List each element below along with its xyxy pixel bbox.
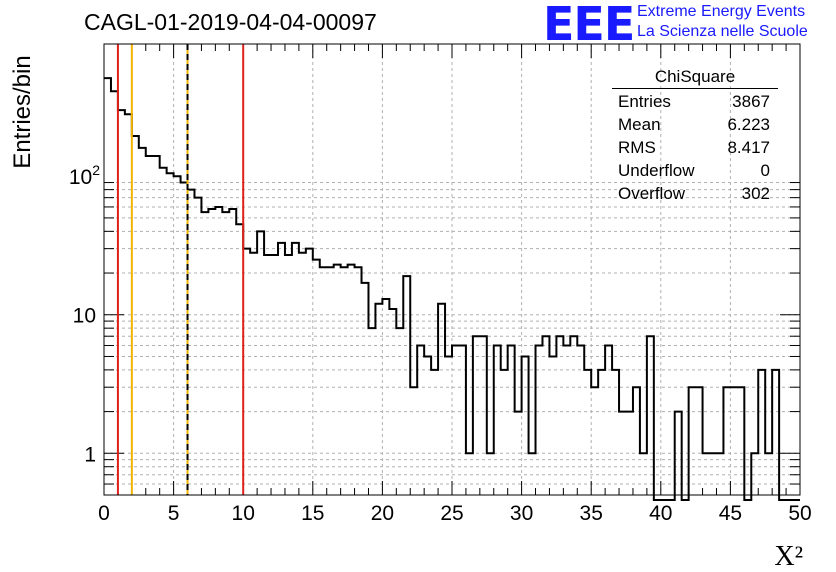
logo-subtitle-line2: La Scienza nelle Scuole: [637, 23, 808, 40]
axis-labels-layer: 0 5 10 15 20 25 30 35 40 45 50 1 10 102: [69, 162, 812, 525]
stats-value: 3867: [732, 92, 770, 111]
stats-box: ChiSquare Entries 3867 Mean 6.223 RMS 8.…: [612, 67, 778, 205]
stats-label: RMS: [618, 138, 656, 157]
stats-label: Underflow: [618, 161, 695, 180]
x-tick-label: 0: [98, 502, 110, 525]
stats-value: 6.223: [727, 115, 770, 134]
y-axis-label: Entries/bin: [9, 55, 36, 168]
stats-row-overflow: Overflow 302: [612, 182, 778, 205]
x-tick-label: 45: [719, 502, 742, 525]
stats-label: Mean: [618, 115, 661, 134]
x-tick-label: 40: [649, 502, 672, 525]
run-title: CAGL-01-2019-04-04-00097: [84, 9, 377, 35]
x-tick-label: 35: [580, 502, 603, 525]
stats-row-rms: RMS 8.417: [612, 136, 778, 159]
x-tick-label: 25: [440, 502, 463, 525]
logo-subtitle-line1: Extreme Energy Events: [637, 3, 806, 20]
stats-value: 0: [760, 161, 770, 180]
stats-label: Overflow: [618, 184, 686, 203]
stats-value: 302: [741, 184, 770, 203]
stats-row-underflow: Underflow 0: [612, 159, 778, 182]
stats-value: 8.417: [727, 138, 770, 157]
x-tick-label: 20: [371, 502, 394, 525]
y-tick-label: 10: [73, 305, 96, 328]
histogram-line: [104, 77, 800, 501]
x-tick-label: 10: [232, 502, 255, 525]
x-tick-label: 15: [301, 502, 324, 525]
stats-label: Entries: [618, 92, 671, 111]
stats-row-mean: Mean 6.223: [612, 113, 778, 136]
x-axis-label: X²: [774, 541, 803, 572]
plot-frame: [103, 43, 801, 496]
x-tick-label: 5: [168, 502, 180, 525]
stats-row-entries: Entries 3867: [612, 90, 778, 113]
vertical-cut-lines: [116, 44, 245, 495]
eee-logo: EEE: [543, 0, 635, 51]
y-tick-label: 102: [69, 162, 100, 189]
y-tick-label: 1: [84, 443, 96, 466]
x-tick-label: 50: [788, 502, 811, 525]
stats-title: ChiSquare: [612, 67, 778, 89]
x-tick-label: 30: [510, 502, 533, 525]
